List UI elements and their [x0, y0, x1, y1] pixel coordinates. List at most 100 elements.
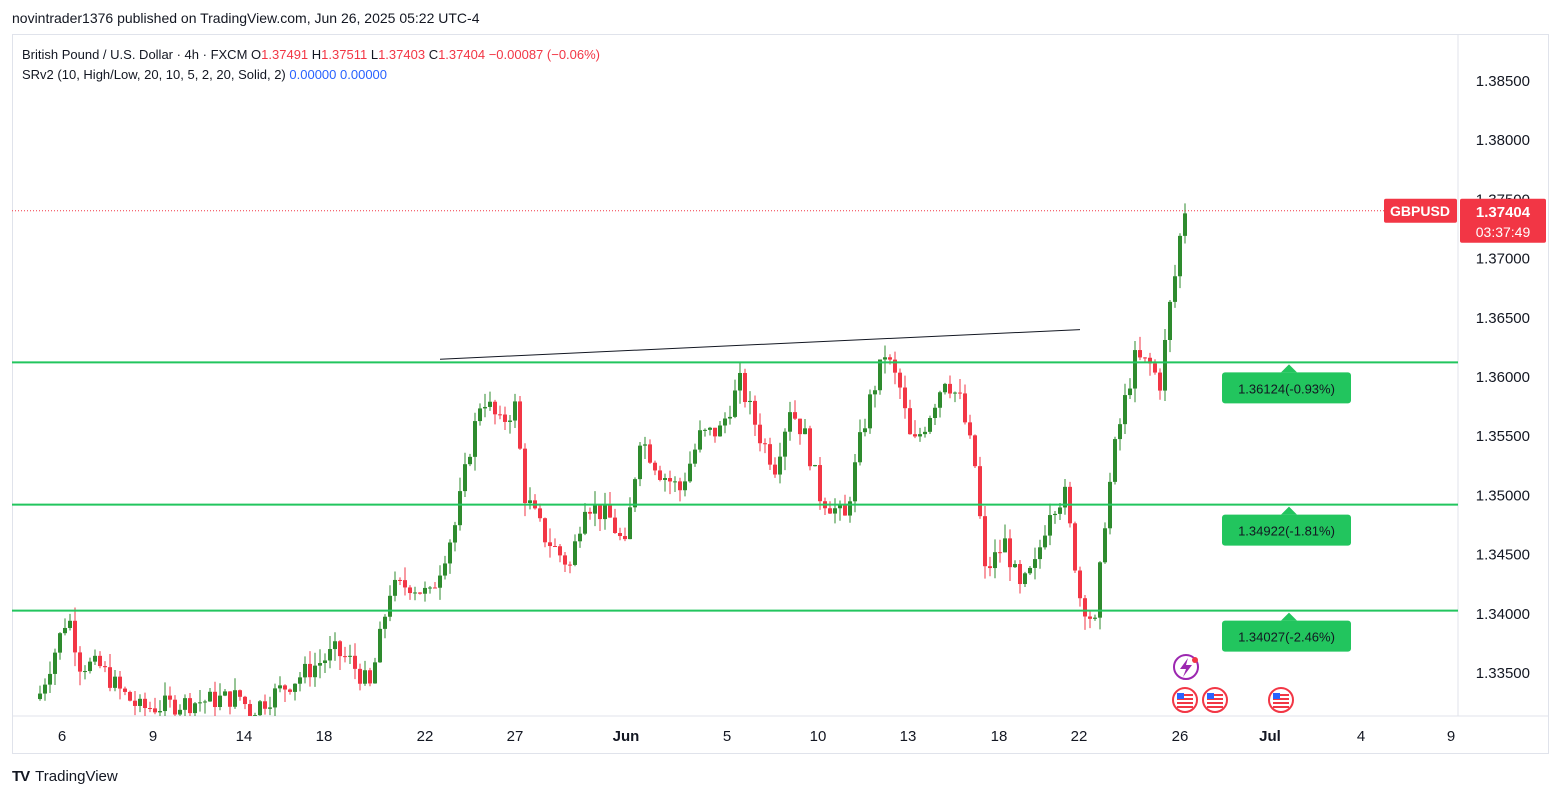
candle-body[interactable]	[553, 546, 557, 548]
candle-body[interactable]	[663, 478, 667, 480]
candle-body[interactable]	[718, 425, 722, 437]
candle-body[interactable]	[183, 698, 187, 710]
candle-body[interactable]	[643, 444, 647, 446]
candle-body[interactable]	[423, 587, 427, 594]
candle-body[interactable]	[798, 418, 802, 435]
candle-body[interactable]	[103, 666, 107, 668]
candle-body[interactable]	[653, 462, 657, 471]
candle-body[interactable]	[1013, 564, 1017, 568]
candle-body[interactable]	[498, 414, 502, 416]
candle-body[interactable]	[1173, 276, 1177, 302]
candle-body[interactable]	[1078, 570, 1082, 599]
candle-body[interactable]	[483, 406, 487, 409]
candle-body[interactable]	[453, 525, 457, 543]
candle-body[interactable]	[628, 507, 632, 540]
candle-body[interactable]	[458, 491, 462, 526]
candle-body[interactable]	[758, 424, 762, 444]
candle-body[interactable]	[918, 434, 922, 437]
candle-body[interactable]	[468, 456, 472, 465]
candle-body[interactable]	[1113, 439, 1117, 482]
candle-body[interactable]	[738, 372, 742, 391]
candle-body[interactable]	[258, 701, 262, 716]
candle-body[interactable]	[1063, 486, 1067, 508]
candle-body[interactable]	[418, 592, 422, 594]
candle-body[interactable]	[818, 465, 822, 502]
candle-body[interactable]	[913, 434, 917, 437]
candle-body[interactable]	[1103, 528, 1107, 563]
candle-body[interactable]	[488, 401, 492, 407]
candle-body[interactable]	[238, 690, 242, 697]
candle-body[interactable]	[543, 518, 547, 543]
candle-body[interactable]	[1133, 350, 1137, 389]
candle-body[interactable]	[218, 695, 222, 708]
candle-body[interactable]	[908, 408, 912, 435]
candle-body[interactable]	[1118, 424, 1122, 440]
candle-body[interactable]	[1148, 357, 1152, 364]
candle-body[interactable]	[968, 422, 972, 436]
candle-body[interactable]	[878, 359, 882, 391]
candle-body[interactable]	[1083, 598, 1087, 617]
candle-body[interactable]	[793, 412, 797, 419]
candle-body[interactable]	[128, 691, 132, 701]
candle-body[interactable]	[158, 711, 162, 713]
candle-body[interactable]	[813, 465, 817, 467]
candle-body[interactable]	[728, 416, 732, 419]
candle-body[interactable]	[318, 663, 322, 666]
candle-body[interactable]	[338, 641, 342, 657]
candle-body[interactable]	[1048, 515, 1052, 536]
candle-body[interactable]	[108, 667, 112, 688]
candle-body[interactable]	[673, 481, 677, 483]
candle-body[interactable]	[923, 431, 927, 435]
candle-body[interactable]	[63, 627, 67, 634]
candle-body[interactable]	[608, 504, 612, 518]
candle-body[interactable]	[278, 685, 282, 689]
candle-body[interactable]	[1143, 357, 1147, 359]
candle-body[interactable]	[788, 412, 792, 432]
candle-body[interactable]	[98, 655, 102, 667]
candle-body[interactable]	[193, 703, 197, 714]
candle-body[interactable]	[308, 663, 312, 678]
candle-body[interactable]	[933, 407, 937, 419]
candle-body[interactable]	[428, 587, 432, 589]
candle-body[interactable]	[668, 478, 672, 482]
candle-body[interactable]	[693, 449, 697, 464]
candle-body[interactable]	[88, 661, 92, 672]
candle-body[interactable]	[328, 649, 332, 661]
candle-body[interactable]	[778, 456, 782, 475]
candle-body[interactable]	[958, 392, 962, 394]
candle-body[interactable]	[388, 595, 392, 617]
candle-body[interactable]	[893, 359, 897, 373]
candle-body[interactable]	[743, 372, 747, 403]
candle-body[interactable]	[168, 695, 172, 700]
candle-body[interactable]	[763, 443, 767, 445]
candle-body[interactable]	[1168, 301, 1172, 340]
candle-body[interactable]	[658, 470, 662, 480]
candle-body[interactable]	[473, 421, 477, 457]
candle-body[interactable]	[928, 418, 932, 432]
candle-body[interactable]	[808, 428, 812, 467]
candle-body[interactable]	[883, 357, 887, 360]
candle-body[interactable]	[268, 707, 272, 709]
candle-body[interactable]	[123, 688, 127, 692]
candle-body[interactable]	[1073, 523, 1077, 571]
candle-body[interactable]	[648, 444, 652, 463]
candle-body[interactable]	[983, 516, 987, 567]
candle-body[interactable]	[58, 633, 62, 653]
candle-body[interactable]	[723, 418, 727, 426]
candle-body[interactable]	[538, 508, 542, 519]
candle-body[interactable]	[393, 579, 397, 596]
candle-body[interactable]	[1163, 339, 1167, 391]
candle-body[interactable]	[68, 620, 72, 628]
candle-body[interactable]	[528, 500, 532, 504]
candle-body[interactable]	[1003, 538, 1007, 553]
candle-body[interactable]	[1008, 538, 1012, 568]
candle-body[interactable]	[383, 616, 387, 629]
candle-body[interactable]	[618, 533, 622, 537]
candle-body[interactable]	[313, 665, 317, 678]
candle-body[interactable]	[683, 481, 687, 491]
candle-body[interactable]	[358, 668, 362, 684]
candle-body[interactable]	[583, 511, 587, 534]
candle-body[interactable]	[163, 695, 167, 712]
candle-body[interactable]	[448, 542, 452, 564]
candle-body[interactable]	[678, 481, 682, 491]
